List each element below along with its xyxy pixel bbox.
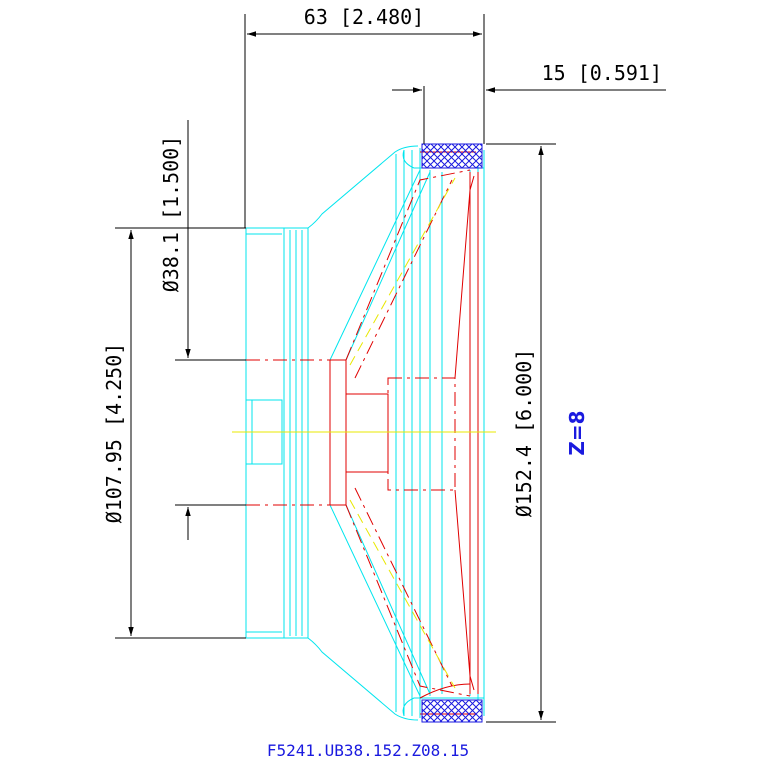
centerline-group bbox=[232, 177, 496, 689]
impedance-label: Z=8 bbox=[565, 410, 589, 455]
mount-diameter-label: Ø107.95 [4.250] bbox=[102, 343, 126, 524]
dimension-mount-diameter: Ø107.95 [4.250] bbox=[102, 227, 246, 639]
overall-depth-label: 63 [2.480] bbox=[304, 5, 424, 29]
dimension-overall-depth: 63 [2.480] bbox=[244, 5, 485, 228]
hidden-lines bbox=[246, 151, 479, 715]
outer-diameter-label: Ø152.4 [6.000] bbox=[512, 349, 536, 518]
gasket-hatch bbox=[421, 143, 483, 723]
gasket-depth-label: 15 [0.591] bbox=[542, 61, 662, 85]
dimension-throat-diameter: Ø38.1 [1.500] bbox=[159, 120, 246, 540]
part-number-label: F5241.UB38.152.Z08.15 bbox=[267, 741, 469, 760]
speaker-outline bbox=[245, 145, 485, 721]
dimension-gasket-depth: 15 [0.591] bbox=[392, 61, 666, 144]
dimension-outer-diameter: Ø152.4 [6.000] bbox=[486, 143, 556, 723]
throat-diameter-label: Ø38.1 [1.500] bbox=[159, 136, 183, 293]
